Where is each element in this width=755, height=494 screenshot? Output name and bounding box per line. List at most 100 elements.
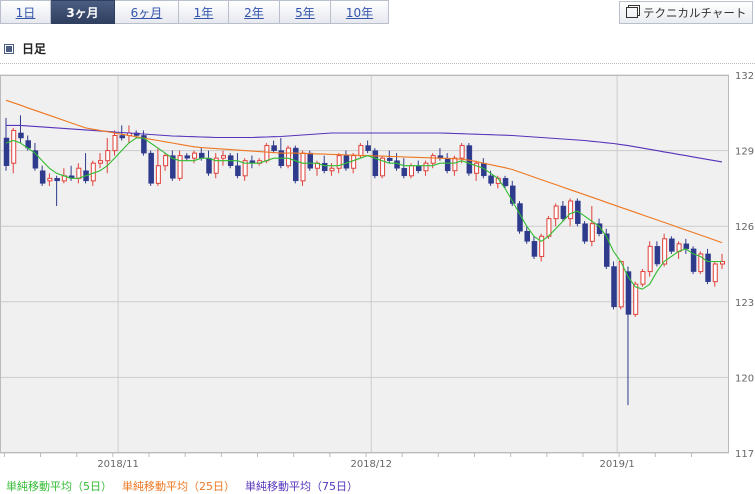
candle-down xyxy=(206,157,212,174)
candle-down xyxy=(170,155,176,179)
candle-down xyxy=(401,167,408,177)
candle-up xyxy=(98,160,104,164)
tab-2years[interactable]: 2年 xyxy=(229,0,280,24)
candle-down xyxy=(531,241,538,257)
candle-down xyxy=(387,157,393,161)
legend-ma75: 単純移動平均（75日） xyxy=(245,480,358,493)
candle-down xyxy=(705,253,711,282)
candle-up xyxy=(90,162,96,182)
candle-down xyxy=(444,157,451,172)
section-header: 日足 xyxy=(4,40,46,57)
candle-down xyxy=(560,205,567,219)
candle-up xyxy=(568,200,574,220)
tab-3months[interactable]: 3ヶ月 xyxy=(51,0,115,24)
candle-up xyxy=(192,152,198,159)
candle-down xyxy=(54,178,60,182)
candle-down xyxy=(32,150,39,169)
candle-up xyxy=(633,283,639,315)
ma75-line xyxy=(6,124,723,163)
candle-down xyxy=(184,155,191,159)
candle-up xyxy=(105,150,111,162)
candle-up xyxy=(329,167,335,172)
candle-down xyxy=(683,243,690,250)
technical-chart-button[interactable]: テクニカルチャート xyxy=(619,1,753,24)
candle-up xyxy=(474,162,480,174)
candle-down xyxy=(271,145,277,151)
candle-down xyxy=(199,152,205,159)
candle-up xyxy=(177,155,183,179)
candle-up xyxy=(76,167,82,179)
y-tick-label: 117 xyxy=(735,449,754,460)
candle-down xyxy=(18,132,24,139)
candle-up xyxy=(640,271,646,285)
section-marker-icon xyxy=(4,43,14,54)
candle-down xyxy=(596,223,603,235)
candle-down xyxy=(235,165,241,177)
candle-up xyxy=(430,155,436,164)
tab-6months[interactable]: 6ヶ月 xyxy=(115,0,179,24)
candle-down xyxy=(372,150,379,177)
candle-down xyxy=(611,266,617,308)
candle-up xyxy=(220,155,226,159)
x-tick-label: 2019/1 xyxy=(600,459,635,470)
candle-up xyxy=(264,145,270,162)
y-tick-label: 120 xyxy=(735,373,754,384)
candle-down xyxy=(39,170,46,184)
candle-up xyxy=(423,162,429,172)
candle-up xyxy=(553,205,559,220)
candle-down xyxy=(690,248,697,272)
legend-ma5: 単純移動平均（5日） xyxy=(6,480,112,493)
y-tick-label: 129 xyxy=(735,147,754,158)
candle-up xyxy=(351,155,357,169)
legend: 単純移動平均（5日） 単純移動平均（25日） 単純移動平均（75日） xyxy=(6,478,358,494)
candle-up xyxy=(452,157,458,172)
candle-down xyxy=(604,233,610,267)
period-tabs: 1日 3ヶ月 6ヶ月 1年 2年 5年 10年 xyxy=(0,0,389,25)
candle-down xyxy=(669,238,675,252)
candle-up xyxy=(698,253,704,273)
candle-up xyxy=(589,223,595,242)
candle-up xyxy=(155,165,161,184)
candle-down xyxy=(148,152,154,184)
technical-chart-label: テクニカルチャート xyxy=(643,5,747,20)
candle-up xyxy=(286,147,292,167)
candle-down xyxy=(502,178,509,187)
candle-down xyxy=(488,175,494,184)
tab-1day[interactable]: 1日 xyxy=(0,0,51,24)
candle-up xyxy=(242,160,248,177)
candle-up xyxy=(213,157,219,174)
candle-up xyxy=(300,152,306,182)
candle-up xyxy=(539,235,545,257)
candle-down xyxy=(625,271,632,315)
tab-10years[interactable]: 10年 xyxy=(331,0,389,24)
candle-up xyxy=(409,165,415,177)
tab-5years[interactable]: 5年 xyxy=(280,0,331,24)
candle-down xyxy=(654,246,661,265)
candle-down xyxy=(293,147,299,182)
y-tick-label: 123 xyxy=(735,298,754,309)
candle-down xyxy=(119,135,125,139)
candle-up xyxy=(712,263,718,283)
plot-border xyxy=(0,75,729,453)
candle-up xyxy=(336,155,342,169)
ma5-line xyxy=(5,137,722,290)
candle-down xyxy=(510,185,516,204)
candle-down xyxy=(365,145,371,151)
y-tick-label: 126 xyxy=(735,222,754,233)
candle-down xyxy=(307,152,314,169)
candle-down xyxy=(3,137,10,166)
tab-1year[interactable]: 1年 xyxy=(179,0,229,24)
candle-up xyxy=(112,134,118,152)
candle-down xyxy=(415,165,422,172)
candle-up xyxy=(163,155,169,167)
legend-ma25: 単純移動平均（25日） xyxy=(122,480,235,493)
candle-up xyxy=(647,245,653,273)
ma25-line xyxy=(5,99,723,244)
candle-down xyxy=(517,203,523,232)
candle-up xyxy=(459,145,465,159)
divider xyxy=(0,63,755,64)
candle-down xyxy=(321,162,328,172)
candle-up xyxy=(380,157,386,177)
candle-up xyxy=(11,129,17,164)
